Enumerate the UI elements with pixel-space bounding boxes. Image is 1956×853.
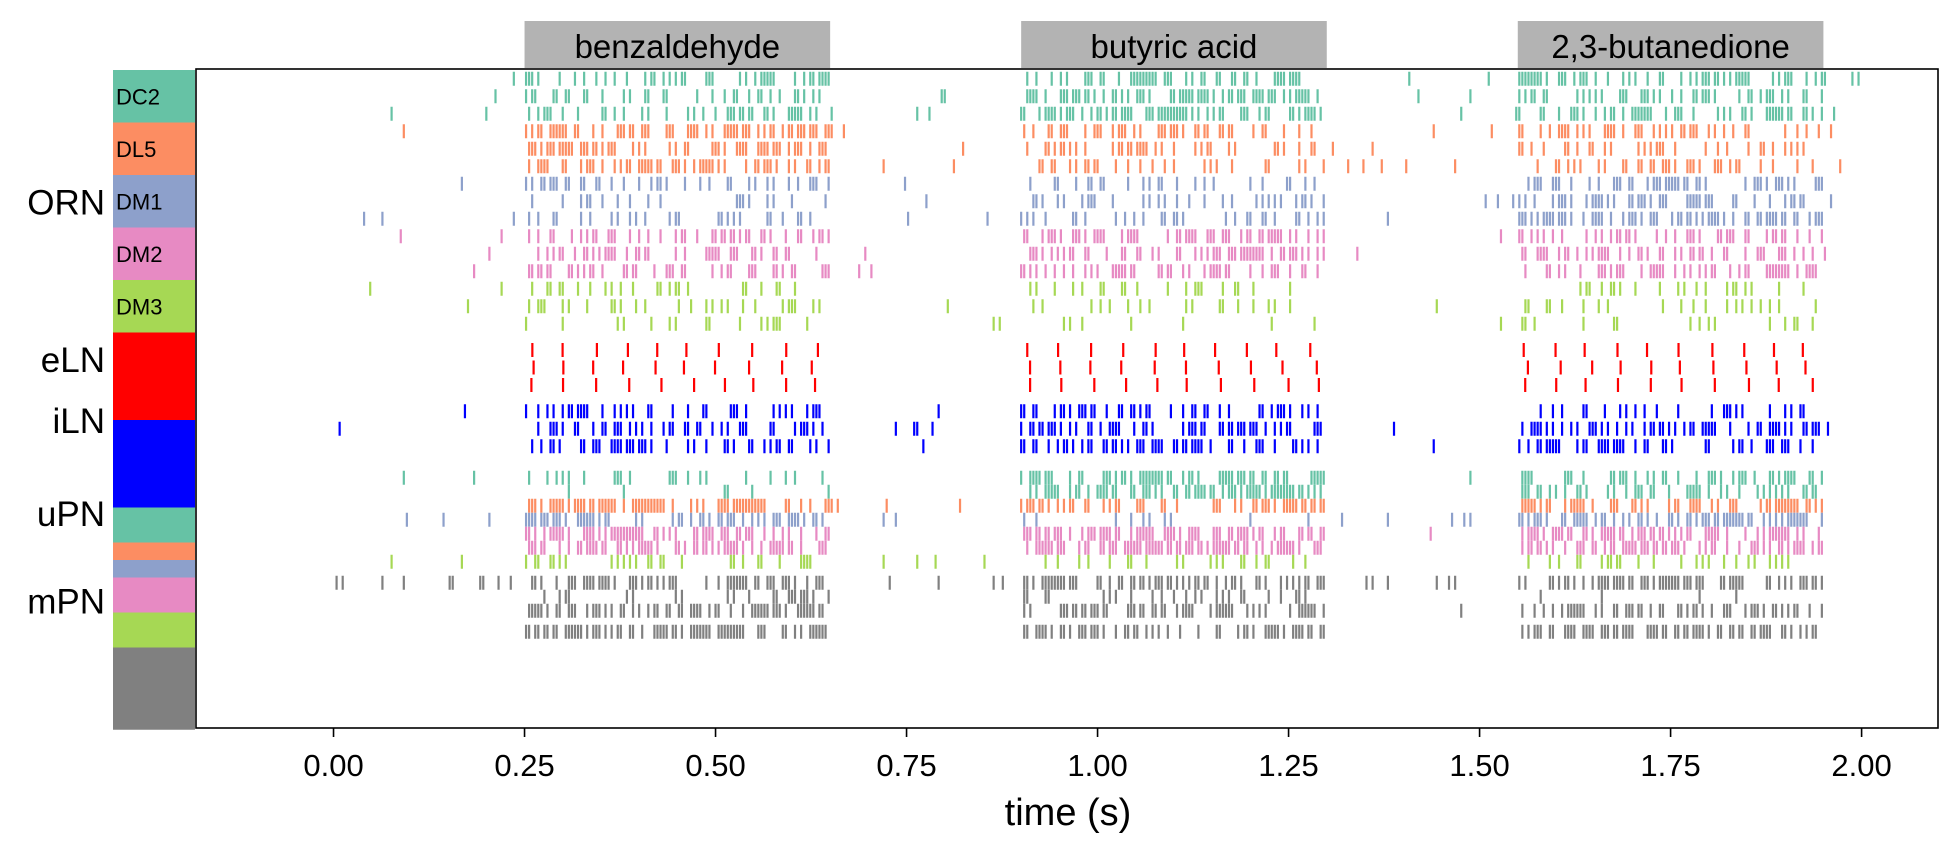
glomerulus-label: DL5: [116, 137, 156, 162]
group-color-block: [113, 560, 195, 578]
x-tick-label: 0.75: [876, 748, 936, 783]
glomerulus-label: DC2: [116, 84, 160, 109]
stimulus-label: benzaldehyde: [575, 28, 781, 65]
group-color-block: [113, 420, 195, 508]
x-tick-label: 2.00: [1831, 748, 1891, 783]
glomerulus-label: DM3: [116, 294, 162, 319]
x-axis: 0.00 0.25 0.50 0.75 1.00 1.25 1.50 1.75 2.00: [303, 728, 1892, 783]
stimulus-label: butyric acid: [1091, 28, 1258, 65]
group-color-block: [113, 507, 195, 543]
glomerulus-label: DM1: [116, 189, 162, 214]
cell-group-label: ORN: [27, 183, 105, 222]
x-tick-label: 1.50: [1449, 748, 1509, 783]
stimulus-bar: [1517, 21, 1824, 68]
x-tick-label: 1.75: [1640, 748, 1700, 783]
x-tick-label: 0.25: [494, 748, 554, 783]
x-tick-label: 0.00: [303, 748, 363, 783]
spike-rasters: [335, 71, 1860, 639]
group-color-block: [113, 647, 195, 730]
cell-group-label: eLN: [41, 341, 105, 380]
group-color-block: [113, 175, 195, 228]
group-color-block: [113, 332, 195, 420]
stimulus-bar: [1021, 21, 1327, 68]
group-color-block: [113, 577, 195, 613]
group-color-block: [113, 542, 195, 560]
cell-group-label: iLN: [52, 402, 105, 441]
x-axis-label: time (s): [1005, 792, 1132, 834]
group-color-block: [113, 122, 195, 175]
x-tick-label: 1.25: [1258, 748, 1318, 783]
stimulus-bars: benzaldehyde butyric acid 2,3-butanedione: [524, 21, 1824, 68]
x-tick-label: 0.50: [685, 748, 745, 783]
cell-group-label: mPN: [27, 582, 105, 621]
group-labels: ORN eLN iLN uPN mPN: [27, 183, 105, 621]
stimulus-label: 2,3-butanedione: [1551, 28, 1790, 65]
stimulus-bar: [524, 21, 831, 68]
cell-group-label: uPN: [37, 495, 105, 534]
group-color-blocks: DC2 DL5 DM1 DM2 DM3: [113, 70, 195, 730]
group-color-block: [113, 70, 195, 123]
group-color-block: [113, 227, 195, 280]
group-color-block: [113, 280, 195, 333]
plot-frame: [195, 68, 1939, 729]
group-color-block: [113, 612, 195, 648]
glomerulus-label: DM2: [116, 242, 162, 267]
x-tick-label: 1.00: [1067, 748, 1127, 783]
